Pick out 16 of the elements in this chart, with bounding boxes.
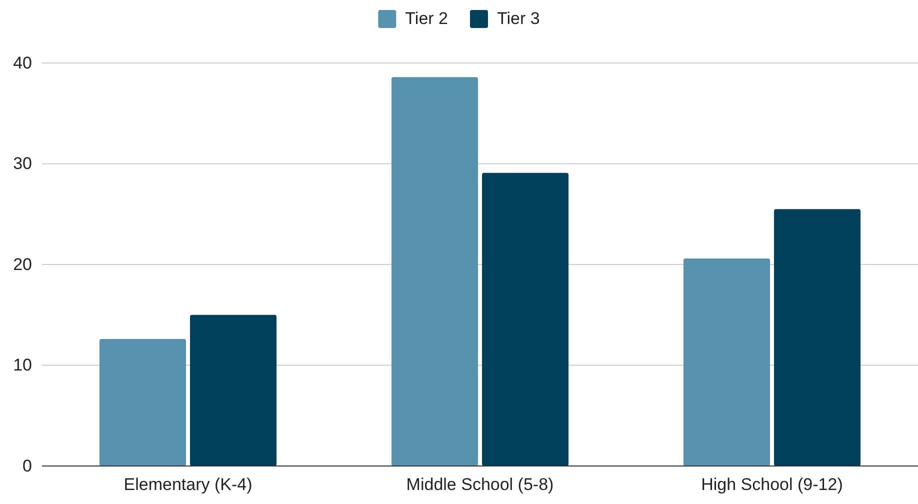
- legend-label: Tier 2: [405, 9, 448, 28]
- bar: [99, 339, 186, 466]
- y-tick-label: 10: [13, 356, 32, 375]
- y-tick-label: 20: [13, 254, 32, 274]
- bar: [391, 77, 478, 466]
- x-tick-label: Middle School (5-8): [406, 475, 554, 494]
- bar: [190, 314, 277, 466]
- y-tick-label: 0: [22, 456, 32, 476]
- bar: [683, 258, 770, 466]
- x-tick-label: High School (9-12): [701, 475, 843, 494]
- y-tick-label: 30: [13, 154, 32, 174]
- x-tick-label: Elementary (K-4): [124, 475, 252, 494]
- bar: [482, 172, 569, 466]
- legend-label: Tier 3: [497, 9, 540, 28]
- bar: [774, 209, 861, 466]
- y-tick-label: 40: [13, 53, 32, 72]
